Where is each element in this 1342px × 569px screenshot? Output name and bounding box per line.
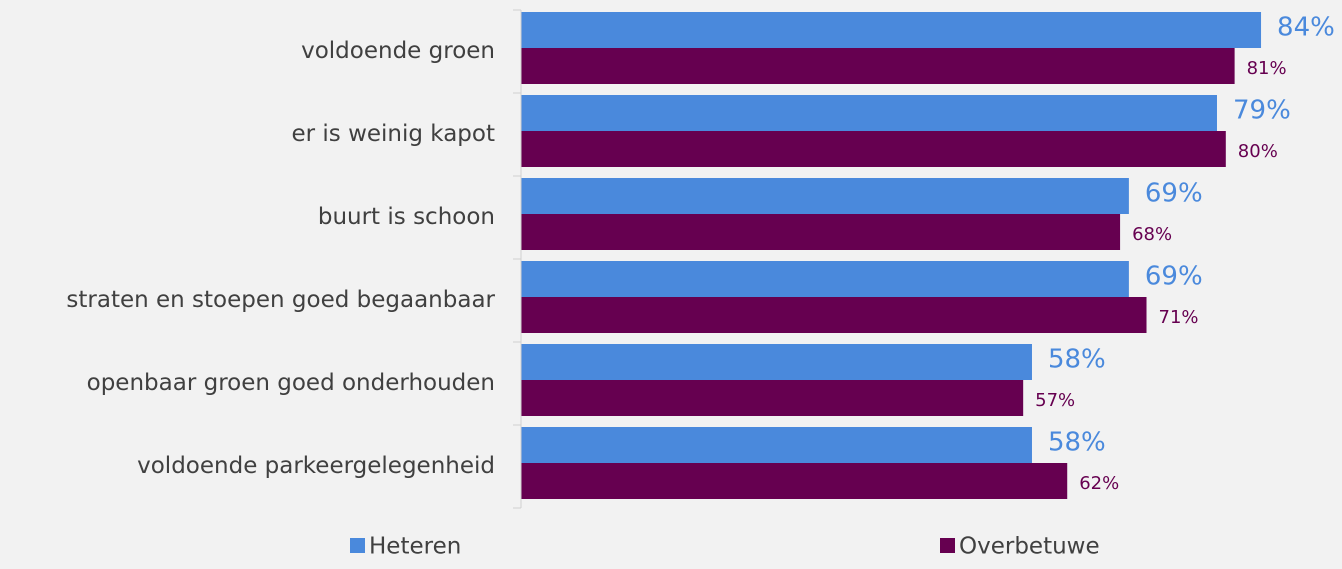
value-label: 58% xyxy=(1048,428,1106,458)
legend-swatch xyxy=(940,538,955,553)
category-label: voldoende parkeergelegenheid xyxy=(137,453,495,479)
value-label: 80% xyxy=(1238,141,1278,162)
bar xyxy=(521,261,1129,297)
category-label: buurt is schoon xyxy=(318,204,495,230)
value-label: 79% xyxy=(1233,96,1291,126)
bar xyxy=(521,48,1235,84)
value-label: 62% xyxy=(1079,473,1119,494)
legend-label: Heteren xyxy=(369,534,461,560)
legend-label: Overbetuwe xyxy=(959,534,1100,560)
value-label: 84% xyxy=(1277,13,1335,43)
bar xyxy=(521,131,1226,167)
value-label: 58% xyxy=(1048,345,1106,375)
bar xyxy=(521,214,1121,250)
value-label: 81% xyxy=(1247,58,1287,79)
bar xyxy=(521,12,1262,48)
value-label: 57% xyxy=(1035,390,1075,411)
value-label: 68% xyxy=(1132,224,1172,245)
category-label: voldoende groen xyxy=(301,38,495,64)
category-label: openbaar groen goed onderhouden xyxy=(87,370,495,396)
legend-swatch xyxy=(350,538,365,553)
value-label: 69% xyxy=(1145,179,1203,209)
bar xyxy=(521,95,1217,131)
category-label: straten en stoepen goed begaanbaar xyxy=(66,287,495,313)
value-label: 69% xyxy=(1145,262,1203,292)
bar xyxy=(521,178,1129,214)
bar xyxy=(521,297,1147,333)
bar xyxy=(521,427,1032,463)
category-label: er is weinig kapot xyxy=(291,121,495,147)
bar xyxy=(521,380,1024,416)
bar xyxy=(521,463,1068,499)
bar xyxy=(521,344,1032,380)
value-label: 71% xyxy=(1159,307,1199,328)
